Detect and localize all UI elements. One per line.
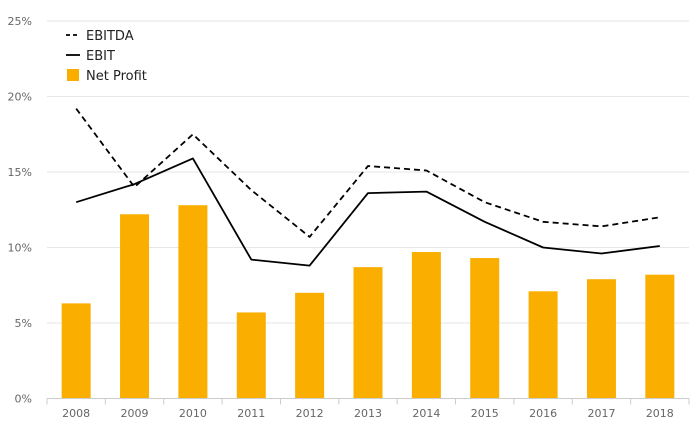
legend-label-net-profit: Net Profit (86, 69, 147, 84)
bar-net-profit (528, 291, 558, 399)
y-tick-label: 20% (8, 91, 32, 104)
line-layer (75, 108, 660, 267)
bar-net-profit (586, 279, 616, 399)
x-tick-label: 2018 (646, 407, 674, 420)
x-tick-label: 2017 (587, 407, 615, 420)
legend: EBITDA EBIT Net Profit (66, 29, 147, 84)
x-tick-label: 2008 (62, 407, 90, 420)
x-tick-label: 2014 (412, 407, 440, 420)
bar-net-profit (178, 205, 208, 399)
y-tick-label: 15% (8, 166, 32, 179)
y-tick-label: 0% (15, 393, 32, 406)
axis-layer: 0% 5% 10% 15% 20% 25% 2008 2009 2010 2011 2012 2013… (8, 15, 690, 420)
bar-net-profit (295, 292, 325, 399)
legend-label-ebit: EBIT (86, 49, 115, 64)
y-tick-label: 5% (15, 317, 32, 330)
x-tick-label: 2009 (121, 407, 149, 420)
bar-net-profit (353, 267, 383, 399)
x-tick-label: 2012 (296, 407, 324, 420)
bar-net-profit (411, 252, 441, 399)
line-ebitda (75, 108, 660, 238)
grid-layer (47, 20, 689, 324)
y-tick-label: 25% (8, 15, 32, 28)
bar-net-profit (61, 303, 91, 399)
bar-layer (61, 205, 675, 399)
legend-label-ebitda: EBITDA (86, 29, 134, 44)
line-ebit (75, 157, 660, 267)
bar-net-profit (120, 214, 150, 399)
y-tick-label: 10% (8, 242, 32, 255)
legend-swatch-net-profit (67, 69, 79, 81)
bar-net-profit (470, 258, 500, 399)
x-tick-label: 2010 (179, 407, 207, 420)
bar-net-profit (236, 312, 266, 399)
x-tick-label: 2016 (529, 407, 557, 420)
x-tick-label: 2011 (237, 407, 265, 420)
x-tick-label: 2015 (471, 407, 499, 420)
bar-net-profit (645, 274, 675, 399)
x-tick-label: 2013 (354, 407, 382, 420)
